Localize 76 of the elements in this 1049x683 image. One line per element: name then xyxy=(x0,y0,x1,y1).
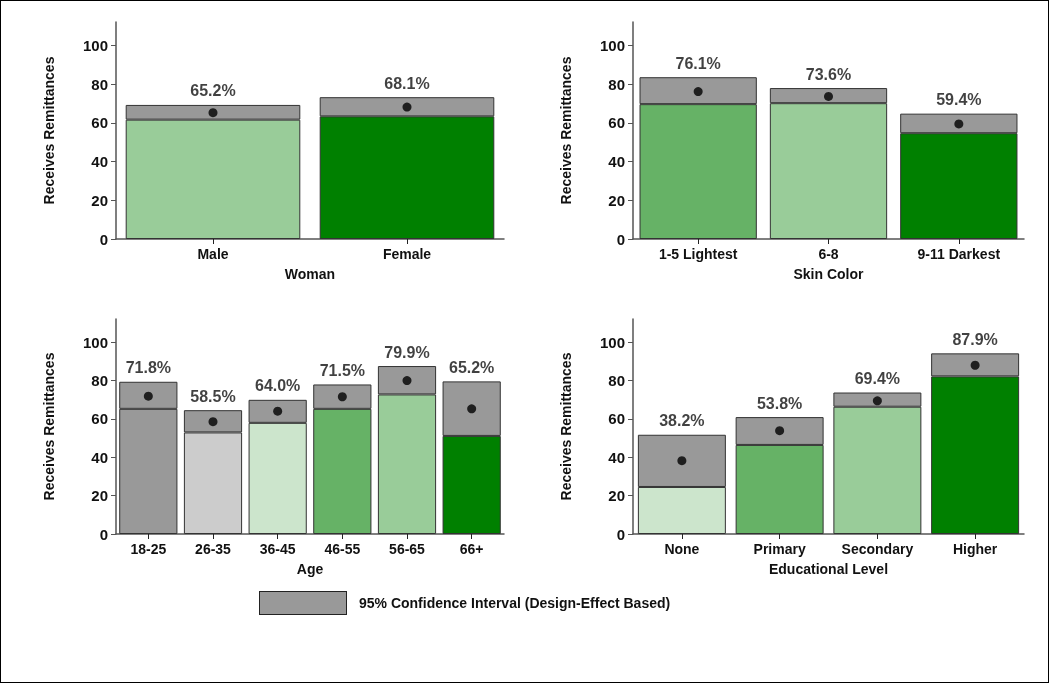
data-label: 79.9% xyxy=(384,343,430,361)
x-tick-label: Higher xyxy=(952,541,998,557)
y-tick-label: 0 xyxy=(616,525,625,543)
y-tick-label: 100 xyxy=(599,333,625,351)
y-tick-label: 0 xyxy=(616,230,625,248)
data-label: 64.0% xyxy=(254,377,301,395)
y-axis-title: Receives Remittances xyxy=(558,56,574,205)
point xyxy=(402,376,412,386)
data-label: 65.2% xyxy=(448,358,495,376)
y-tick-label: 100 xyxy=(82,333,108,351)
x-axis-title: Age xyxy=(296,561,324,577)
data-label: 71.5% xyxy=(319,361,366,379)
data-label: 38.2% xyxy=(659,412,705,430)
point xyxy=(337,392,347,402)
y-tick-label: 60 xyxy=(91,410,108,428)
data-label: 65.2% xyxy=(190,82,236,100)
point xyxy=(273,406,283,416)
x-tick-label: 26-35 xyxy=(195,541,232,557)
point xyxy=(824,91,833,101)
x-tick-label: 1-5 Lightest xyxy=(658,246,738,262)
text: 95% Confidence Interval (Design-Effect Based) xyxy=(359,595,671,611)
point xyxy=(970,360,980,370)
y-tick-label: 80 xyxy=(91,371,108,389)
x-tick-label: Female xyxy=(382,246,432,262)
data-label: 87.9% xyxy=(952,330,998,348)
y-axis-title: Receives Remittances xyxy=(41,56,57,205)
x-tick-label: 36-45 xyxy=(259,541,296,557)
x-axis-title: Skin Color xyxy=(793,266,865,282)
x-axis-title: Woman xyxy=(284,266,336,282)
y-axis-title: Receives Remittances xyxy=(558,352,574,501)
y-tick-label: 20 xyxy=(608,487,625,505)
data-label: 71.8% xyxy=(125,359,172,377)
y-tick-label: 40 xyxy=(608,153,625,170)
data-label: 76.1% xyxy=(675,54,721,72)
x-tick-label: 9-11 Darkest xyxy=(917,246,1001,262)
x-tick-label: 46-55 xyxy=(324,541,361,557)
y-tick-label: 20 xyxy=(91,487,108,505)
data-label: 69.4% xyxy=(854,370,901,388)
y-tick-label: 60 xyxy=(608,114,625,132)
y-tick-label: 80 xyxy=(608,371,625,389)
data-label: 58.5% xyxy=(190,387,236,405)
data-label: 59.4% xyxy=(936,91,982,109)
y-tick-label: 100 xyxy=(599,36,625,54)
x-tick-label: Secondary xyxy=(841,541,914,557)
point xyxy=(693,87,703,97)
y-axis-title: Receives Remittances xyxy=(41,352,57,501)
point xyxy=(872,396,882,406)
data-label: 53.8% xyxy=(756,394,803,412)
y-tick-label: 60 xyxy=(91,114,108,132)
y-tick-label: 20 xyxy=(608,191,625,209)
x-axis-title: Educational Level xyxy=(768,561,889,577)
x-tick-label: Primary xyxy=(753,541,806,557)
x-tick-label: 6-8 xyxy=(818,246,839,262)
x-tick-label: 18-25 xyxy=(130,541,167,557)
point xyxy=(467,404,477,414)
point xyxy=(954,119,964,129)
y-tick-label: 40 xyxy=(91,448,108,466)
x-tick-label: Male xyxy=(197,246,229,262)
x-tick-label: None xyxy=(664,541,700,557)
point xyxy=(143,391,153,401)
data-label: 68.1% xyxy=(384,74,430,92)
point xyxy=(208,417,218,427)
y-tick-label: 100 xyxy=(82,36,108,54)
y-tick-label: 40 xyxy=(91,153,108,170)
point xyxy=(775,426,785,436)
point xyxy=(677,456,687,466)
y-tick-label: 80 xyxy=(608,75,625,93)
data-label: 73.6% xyxy=(805,65,852,83)
y-tick-label: 60 xyxy=(608,410,625,428)
y-tick-label: 40 xyxy=(608,448,625,466)
y-tick-label: 80 xyxy=(91,75,108,93)
x-tick-label: 66+ xyxy=(459,541,484,557)
y-tick-label: 20 xyxy=(91,191,108,209)
y-tick-label: 0 xyxy=(99,230,108,248)
y-tick-label: 0 xyxy=(99,525,108,543)
x-tick-label: 56-65 xyxy=(389,541,426,557)
